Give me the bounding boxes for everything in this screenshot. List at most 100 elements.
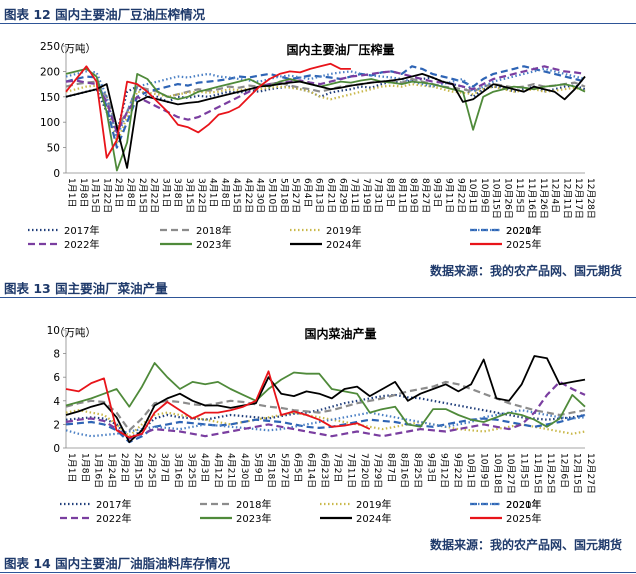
x-tick-label: 8月16日 xyxy=(399,453,410,488)
x-tick-label: 6月21日 xyxy=(326,178,337,213)
y-tick-label: 6 xyxy=(53,372,60,384)
legend-label: 2020年 xyxy=(506,498,541,511)
x-tick-label: 11月16日 xyxy=(526,178,537,219)
x-tick-label: 11月26日 xyxy=(538,178,549,219)
x-tick-label: 5月27日 xyxy=(279,453,290,488)
x-tick-label: 3月15日 xyxy=(184,178,195,213)
x-tick-label: 7月20日 xyxy=(359,453,370,488)
figure-13-title: 图表 13 国主要油厂菜油产量 xyxy=(4,281,168,296)
legend-label: 2018年 xyxy=(196,224,231,237)
x-tick-label: 1月8日 xyxy=(79,453,90,482)
x-tick-label: 7月31日 xyxy=(373,178,384,213)
figure-13-rule xyxy=(0,297,636,298)
series-line-2022年 xyxy=(65,380,586,440)
chart-title: 国内主要油厂压榨量 xyxy=(286,42,394,57)
x-tick-label: 12月17日 xyxy=(573,178,584,219)
x-tick-label: 5月18日 xyxy=(266,453,277,488)
y-tick-label: 0 xyxy=(53,168,60,180)
figure-13-source: 数据来源：我的农产品网、国元期货 xyxy=(429,538,622,552)
x-tick-label: 3月1日 xyxy=(160,178,171,207)
y-tick-label: 4 xyxy=(53,396,60,408)
legend-label: 2017年 xyxy=(64,224,99,237)
series-line-2019年 xyxy=(65,82,586,144)
legend-label: 2022年 xyxy=(64,238,99,251)
x-tick-label: 11月5日 xyxy=(518,453,529,488)
y-tick-label: 0 xyxy=(53,443,60,455)
x-tick-label: 2月2日 xyxy=(119,453,130,482)
legend-label: 2025年 xyxy=(506,512,541,525)
x-tick-label: 4月22日 xyxy=(243,178,254,213)
x-tick-label: 3月25日 xyxy=(186,453,197,488)
x-tick-label: 2月15日 xyxy=(137,178,148,213)
figure-14-rule xyxy=(0,572,636,573)
legend-label: 2024年 xyxy=(356,512,391,525)
chart-title: 国内菜油产量 xyxy=(304,326,376,341)
x-tick-label: 12月6日 xyxy=(558,453,569,488)
legend-label: 2022年 xyxy=(96,512,131,525)
x-tick-label: 2月1日 xyxy=(113,178,124,207)
figure-12-title: 图表 12 国内主要油厂豆油压榨情况 xyxy=(4,7,206,22)
x-tick-label: 1月1日 xyxy=(66,178,77,207)
x-tick-label: 12月4日 xyxy=(550,178,561,213)
x-tick-label: 8月19日 xyxy=(408,178,419,213)
legend-label: 2019年 xyxy=(356,498,391,511)
x-tick-label: 1月15日 xyxy=(90,178,101,213)
x-tick-label: 12月28日 xyxy=(585,178,596,219)
x-tick-label: 1月24日 xyxy=(106,453,117,488)
x-tick-label: 6月14日 xyxy=(306,453,317,488)
legend-label: 2024年 xyxy=(326,238,361,251)
y-tick-label: 100 xyxy=(40,117,60,129)
x-tick-label: 10月18日 xyxy=(492,453,503,494)
series-line-2025年 xyxy=(65,370,371,439)
x-tick-label: 4月1日 xyxy=(208,178,219,207)
x-tick-label: 4月30日 xyxy=(255,178,266,213)
x-tick-label: 5月27日 xyxy=(290,178,301,213)
x-tick-label: 6月23日 xyxy=(319,453,330,488)
x-tick-label: 10月15日 xyxy=(491,178,502,219)
figure-12-source: 数据来源：我的农产品网、国元期货 xyxy=(429,264,622,278)
soybean-crush-chart: （万吨） 国内主要油厂压榨量 0 50 100 150 200 250 1月1日 1月8日 1月15… xyxy=(28,41,596,251)
series-line-2020年 xyxy=(65,413,586,444)
x-tick-label: 10月26日 xyxy=(502,178,513,219)
x-tick-label: 5月10日 xyxy=(267,178,278,213)
x-tick-label: 1月22日 xyxy=(101,178,112,213)
x-tick-label: 5月18日 xyxy=(278,178,289,213)
x-tick-label: 7月11日 xyxy=(349,178,360,213)
y-tick-label: 8 xyxy=(53,349,60,361)
x-tick-label: 9月22日 xyxy=(452,453,463,488)
legend-label: 2021年 xyxy=(506,498,541,511)
x-tick-label: 10月9日 xyxy=(479,178,490,213)
x-tick-label: 9月3日 xyxy=(425,453,436,482)
x-tick-label: 9月3日 xyxy=(432,178,443,207)
legend-label: 2021年 xyxy=(506,224,541,237)
x-tick-label: 4月15日 xyxy=(231,178,242,213)
x-tick-label: 10月9日 xyxy=(479,453,490,488)
x-tick-label: 12月27日 xyxy=(585,453,596,494)
x-tick-label: 4月12日 xyxy=(212,453,223,488)
x-tick-label: 9月12日 xyxy=(439,453,450,488)
legend-label: 2023年 xyxy=(196,238,231,251)
x-tick-label: 1月8日 xyxy=(78,178,89,207)
series-line-2021年 xyxy=(65,67,586,139)
x-tick-label: 6月4日 xyxy=(302,178,313,207)
x-tick-label: 10月1日 xyxy=(465,453,476,488)
x-tick-label: 4月30日 xyxy=(239,453,250,488)
x-tick-label: 3月16日 xyxy=(172,453,183,488)
y-tick-label: 200 xyxy=(40,66,60,78)
legend-label: 2020年 xyxy=(506,224,541,237)
y-tick-label: 2 xyxy=(53,419,60,431)
series-line-2024年 xyxy=(65,355,586,444)
x-tick-label: 8月3日 xyxy=(384,178,395,207)
y-tick-label: 10 xyxy=(47,325,60,337)
x-tick-label: 4月8日 xyxy=(219,178,230,207)
series-line-2025年 xyxy=(65,62,351,159)
x-tick-label: 3月7日 xyxy=(159,453,170,482)
x-tick-label: 7月11日 xyxy=(345,453,356,488)
x-tick-label: 11月25日 xyxy=(545,453,556,494)
x-tick-label: 1月16日 xyxy=(93,453,104,488)
y-tick-label: 250 xyxy=(40,41,60,53)
x-tick-label: 12月15日 xyxy=(572,453,583,494)
x-tick-label: 1月1日 xyxy=(66,453,77,482)
x-tick-label: 5月9日 xyxy=(252,453,263,482)
